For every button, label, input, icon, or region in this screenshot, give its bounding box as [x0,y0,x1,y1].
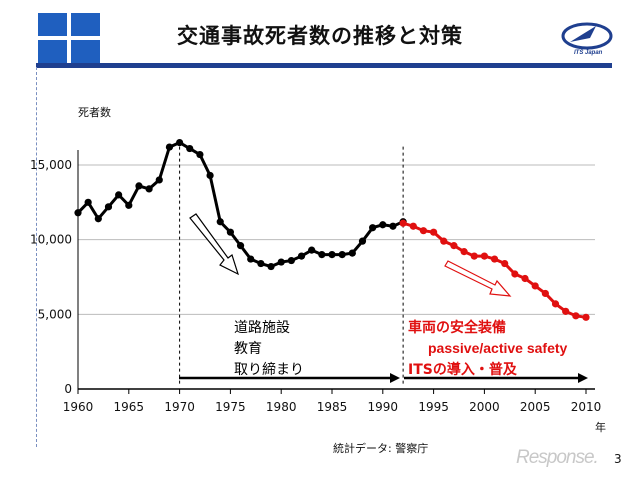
data-point [460,248,468,256]
data-point [247,255,255,263]
data-point [257,259,265,268]
header-divider [36,63,612,68]
data-point [297,252,306,260]
data-point [572,312,580,320]
x-tick-label: 1970 [164,400,195,414]
x-tick-label: 1975 [215,400,246,414]
data-point [216,218,224,226]
its-japan-logo-icon [561,22,613,50]
data-point [419,227,428,235]
period-markers [179,146,404,386]
x-tick-label: 1990 [368,400,399,414]
period2-label-its: ITSの導入・普及 [408,361,518,378]
page-title: 交通事故死者数の推移と対策 [177,24,463,48]
data-point [440,237,448,245]
data-point [348,249,356,257]
data-point [318,251,326,259]
x-tick-label: 1995 [418,400,449,414]
x-tick-label: 1960 [63,400,94,414]
data-point [277,258,285,266]
data-point [226,228,234,236]
decline-arrow-red-icon [444,260,512,297]
data-point [531,282,539,290]
data-point [389,222,397,230]
data-point [196,150,204,159]
period1-label-education: 教育 [234,341,262,357]
data-point [399,219,407,227]
data-point [267,262,275,271]
source-note: 統計データ: 警察庁 [333,442,429,455]
page-number: 3 [614,452,622,466]
data-point [338,251,346,259]
data-point [562,307,570,315]
chart-grid [78,164,595,315]
period2-arrow-head-icon [578,373,588,383]
data-point [94,215,102,223]
y-tick-label: 0 [64,382,72,396]
period1-label-enforcement: 取り締まり [234,361,304,378]
x-tick-label: 1980 [266,400,297,414]
data-point [470,252,478,260]
data-point [358,237,367,245]
x-tick-label: 2000 [469,400,500,414]
data-point [155,176,163,184]
slide-left-border [36,67,38,447]
y-tick-label: 10,000 [30,233,72,247]
data-point [511,270,519,278]
x-tick-label: 2005 [520,400,551,414]
period2-label-vehicle-safety: 車両の安全装備 [408,319,506,336]
data-point [409,222,417,230]
data-point [521,274,529,283]
x-tick-label: 1985 [317,400,348,414]
data-point [176,139,184,147]
x-tick-label: 2010 [571,400,602,414]
data-point [490,255,499,263]
data-point [501,259,509,268]
data-point [135,182,143,190]
data-point [236,242,245,250]
data-point [551,300,560,308]
period2-label-passive-active: passive/active safety [428,340,568,356]
data-point [480,252,488,260]
its-japan-logo-text: ITS Japan [574,50,603,56]
data-point [328,251,336,259]
data-point [74,209,82,217]
response-watermark: Response. [516,447,599,468]
period1-label-road: 道路施設 [234,320,290,336]
blue-squares-logo-icon [38,13,100,63]
data-point [186,144,194,153]
decline-arrow-black-icon [189,213,239,276]
data-point [308,246,316,254]
data-point [369,224,377,232]
x-tick-labels: 1960 1965 1970 1975 1980 1985 1990 1995 2000 2005… [63,389,602,414]
y-axis-title: 死者数 [78,106,111,119]
data-point [287,256,295,265]
data-point [379,221,387,229]
data-point [125,201,133,209]
data-point [84,198,92,206]
x-axis-unit: 年 [595,420,606,434]
y-tick-labels: 0 5,000 10,000 15,000 [30,158,72,396]
data-point [104,203,113,211]
y-tick-label: 5,000 [38,307,72,321]
data-point [165,143,174,151]
data-point [206,171,214,180]
data-point [541,289,549,298]
chart-series [74,139,590,321]
data-point [145,185,153,193]
data-point [115,191,123,199]
data-point [450,242,458,250]
x-tick-label: 1965 [114,400,145,414]
data-point [582,313,590,321]
period1-arrow-head-icon [390,373,400,383]
y-tick-label: 15,000 [30,158,72,172]
chart-axes [77,150,595,390]
data-point [430,228,438,236]
